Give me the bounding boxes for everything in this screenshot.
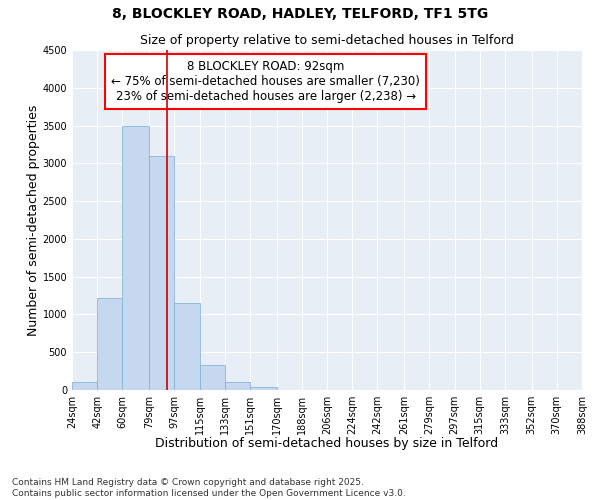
Text: 8, BLOCKLEY ROAD, HADLEY, TELFORD, TF1 5TG: 8, BLOCKLEY ROAD, HADLEY, TELFORD, TF1 5… — [112, 8, 488, 22]
Bar — [72, 382, 97, 390]
Bar — [174, 303, 200, 390]
Bar — [149, 156, 174, 390]
Bar — [225, 382, 250, 390]
Text: Contains HM Land Registry data © Crown copyright and database right 2025.
Contai: Contains HM Land Registry data © Crown c… — [12, 478, 406, 498]
Bar — [97, 298, 122, 390]
Text: 8 BLOCKLEY ROAD: 92sqm
← 75% of semi-detached houses are smaller (7,230)
23% of : 8 BLOCKLEY ROAD: 92sqm ← 75% of semi-det… — [112, 60, 420, 103]
Bar — [250, 387, 277, 390]
Bar — [122, 126, 149, 390]
Title: Size of property relative to semi-detached houses in Telford: Size of property relative to semi-detach… — [140, 34, 514, 48]
X-axis label: Distribution of semi-detached houses by size in Telford: Distribution of semi-detached houses by … — [155, 437, 499, 450]
Y-axis label: Number of semi-detached properties: Number of semi-detached properties — [26, 104, 40, 336]
Bar — [199, 364, 225, 390]
